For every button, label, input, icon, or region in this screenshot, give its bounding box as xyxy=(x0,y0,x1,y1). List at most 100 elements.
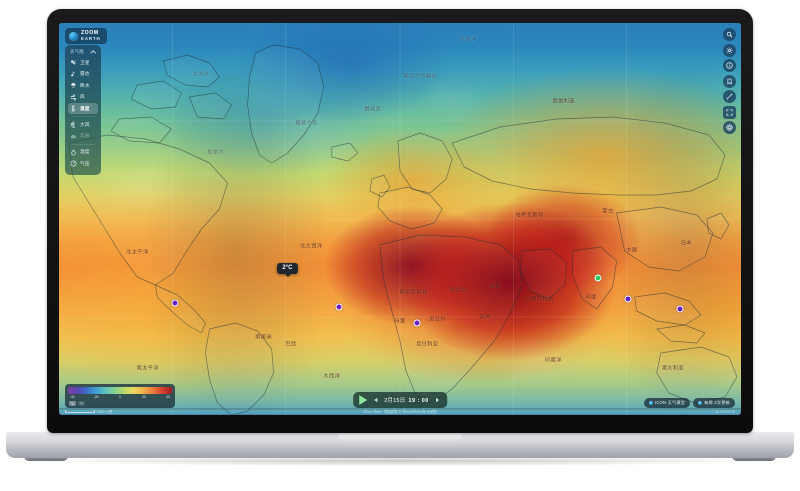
radar-icon xyxy=(70,71,77,78)
badge-clock[interactable]: 每周 2次更新 xyxy=(693,398,735,408)
timeline-clock: 19 : 00 xyxy=(408,398,429,404)
map-label: 日本 xyxy=(680,240,693,247)
map-label: 苏丹 xyxy=(479,314,491,321)
laptop-foot-right xyxy=(732,455,776,461)
laptop-body: 北冰洋 北冰洋 格陵兰岛 斯瓦尔巴群岛 挪威海 西伯利亚 加拿大 北太平洋 北大西洋 哈萨克斯坦蒙… xyxy=(47,9,753,433)
map-label: 利比亚 xyxy=(449,287,467,294)
legend-tick: 20 xyxy=(142,394,146,399)
layer-item-label: 温度 xyxy=(80,105,90,111)
layer-item-气压[interactable]: 气压 xyxy=(68,158,98,169)
satellite-icon xyxy=(70,59,77,66)
precipitation-icon xyxy=(70,82,77,89)
layer-panel[interactable]: 天气图 卫星雷达降水风温度大风云层湿度气压 xyxy=(65,45,101,175)
legend-tick: 40 xyxy=(165,394,170,399)
search-icon[interactable] xyxy=(723,28,736,41)
map-label: 尼日尔 xyxy=(429,316,446,323)
measure-icon[interactable] xyxy=(723,90,736,103)
chevron-up-icon[interactable] xyxy=(91,50,96,55)
info-icon[interactable] xyxy=(723,59,736,72)
temperature-legend[interactable]: -40 -20 0 20 40 °C °F xyxy=(65,384,175,408)
map-label: 哈萨克斯坦 xyxy=(515,212,544,219)
map-label: 大西洋 xyxy=(323,373,341,380)
gust-icon xyxy=(70,121,77,128)
map-label: 南太平洋 xyxy=(136,365,159,372)
map-label: 蒙古 xyxy=(602,208,614,215)
zoom-earth-logo[interactable]: ZOOM EARTH xyxy=(65,28,107,45)
legend-color-bar xyxy=(68,386,172,394)
legend-tick: -40 xyxy=(69,394,75,399)
layer-item-风[interactable]: 风 xyxy=(68,92,98,103)
temperature-tooltip-value: 2°C xyxy=(282,265,293,272)
storm-marker[interactable] xyxy=(624,295,632,303)
bookmark-icon[interactable] xyxy=(723,74,736,88)
play-icon[interactable] xyxy=(359,395,368,405)
clock-icon xyxy=(698,401,703,405)
layer-item-卫星[interactable]: 卫星 xyxy=(68,57,98,68)
layer-panel-title: 天气图 xyxy=(70,49,84,54)
legend-tick: -20 xyxy=(93,394,99,399)
laptop-shadow xyxy=(30,456,770,466)
layer-divider xyxy=(71,116,95,117)
layer-item-list[interactable]: 卫星雷达降水风温度大风云层湿度气压 xyxy=(68,57,98,169)
scale-bar-line xyxy=(65,409,95,413)
map-label: 斯瓦尔巴群岛 xyxy=(403,73,438,80)
cloud-icon xyxy=(70,133,77,140)
map-label: 南美洲 xyxy=(255,334,272,341)
laptop-foot-left xyxy=(24,455,68,461)
map-label: 北大西洋 xyxy=(300,243,323,250)
layer-item-label: 雷达 xyxy=(80,71,90,76)
timeline-player[interactable]: 2月15日 19 : 00 xyxy=(353,392,447,411)
map-scale-bar: 2000 公里 xyxy=(65,409,112,414)
scale-bar-label: 2000 公里 xyxy=(97,409,113,414)
map-label: 西伯利亚 xyxy=(552,98,575,105)
map-label: 埃及 xyxy=(489,283,502,290)
layer-item-雷达[interactable]: 雷达 xyxy=(68,69,98,80)
model-icon xyxy=(648,401,653,405)
badge-label: ICON 天气模型 xyxy=(654,400,686,405)
fullscreen-icon[interactable] xyxy=(723,105,736,119)
map-label: 马里 xyxy=(394,318,406,325)
storm-marker[interactable] xyxy=(335,303,343,311)
layer-item-云层[interactable]: 云层 xyxy=(68,131,98,142)
settings-icon[interactable] xyxy=(723,43,736,57)
badge-label: 每周 2次更新 xyxy=(704,400,730,405)
map-label: 阿尔及利亚 xyxy=(399,289,428,296)
legend-unit-toggle[interactable]: °C °F xyxy=(68,401,172,406)
layer-item-温度[interactable]: 温度 xyxy=(68,103,98,114)
brand-wordmark: ZOOM EARTH xyxy=(81,30,101,41)
legend-tick-labels: -40 -20 0 20 40 xyxy=(68,395,172,400)
map-tools-rail[interactable] xyxy=(723,28,736,134)
storm-marker[interactable] xyxy=(676,305,684,313)
layer-item-label: 大风 xyxy=(80,121,90,127)
legend-unit-fahrenheit[interactable]: °F xyxy=(78,401,85,406)
layer-item-大风[interactable]: 大风 xyxy=(68,119,98,130)
temperature-layer xyxy=(59,23,741,415)
storm-marker[interactable] xyxy=(594,274,602,282)
map-label: 尼日利亚 xyxy=(416,341,439,348)
layer-panel-header[interactable]: 天气图 xyxy=(68,49,98,57)
layer-item-label: 卫星 xyxy=(80,59,90,65)
timeline-timestamp: 2月15日 19 : 00 xyxy=(384,396,429,404)
map-label: 印度洋 xyxy=(545,357,562,364)
storm-marker[interactable] xyxy=(171,299,179,307)
step-forward-icon[interactable] xyxy=(434,397,441,404)
brand-line-1: ZOOM xyxy=(81,30,99,36)
weather-map[interactable]: 北冰洋 北冰洋 格陵兰岛 斯瓦尔巴群岛 挪威海 西伯利亚 加拿大 北太平洋 北大西洋 哈萨克斯坦蒙… xyxy=(59,23,741,415)
layer-item-label: 降水 xyxy=(80,82,90,88)
map-label: 沙特阿拉伯 xyxy=(525,296,554,303)
laptop-lid-notch xyxy=(338,432,462,441)
layer-item-降水[interactable]: 降水 xyxy=(68,80,98,91)
badge-model[interactable]: ICON 天气模型 xyxy=(643,398,691,408)
legend-unit-celsius[interactable]: °C xyxy=(69,401,77,406)
map-attribution: Zoom Earth · 地图数据 © OpenStreetMap 贡献者 xyxy=(363,410,437,414)
humidity-icon xyxy=(70,148,77,156)
layer-item-label: 湿度 xyxy=(80,149,90,154)
brand-line-2: EARTH xyxy=(81,35,101,41)
locate-icon[interactable] xyxy=(723,121,736,134)
model-badges[interactable]: ICON 天气模型 每周 2次更新 xyxy=(643,398,735,408)
map-label: 加拿大 xyxy=(207,149,225,156)
storm-marker[interactable] xyxy=(413,319,421,327)
step-back-icon[interactable] xyxy=(372,397,379,404)
legend-tick: 0 xyxy=(119,394,121,399)
layer-item-湿度[interactable]: 湿度 xyxy=(68,147,98,158)
